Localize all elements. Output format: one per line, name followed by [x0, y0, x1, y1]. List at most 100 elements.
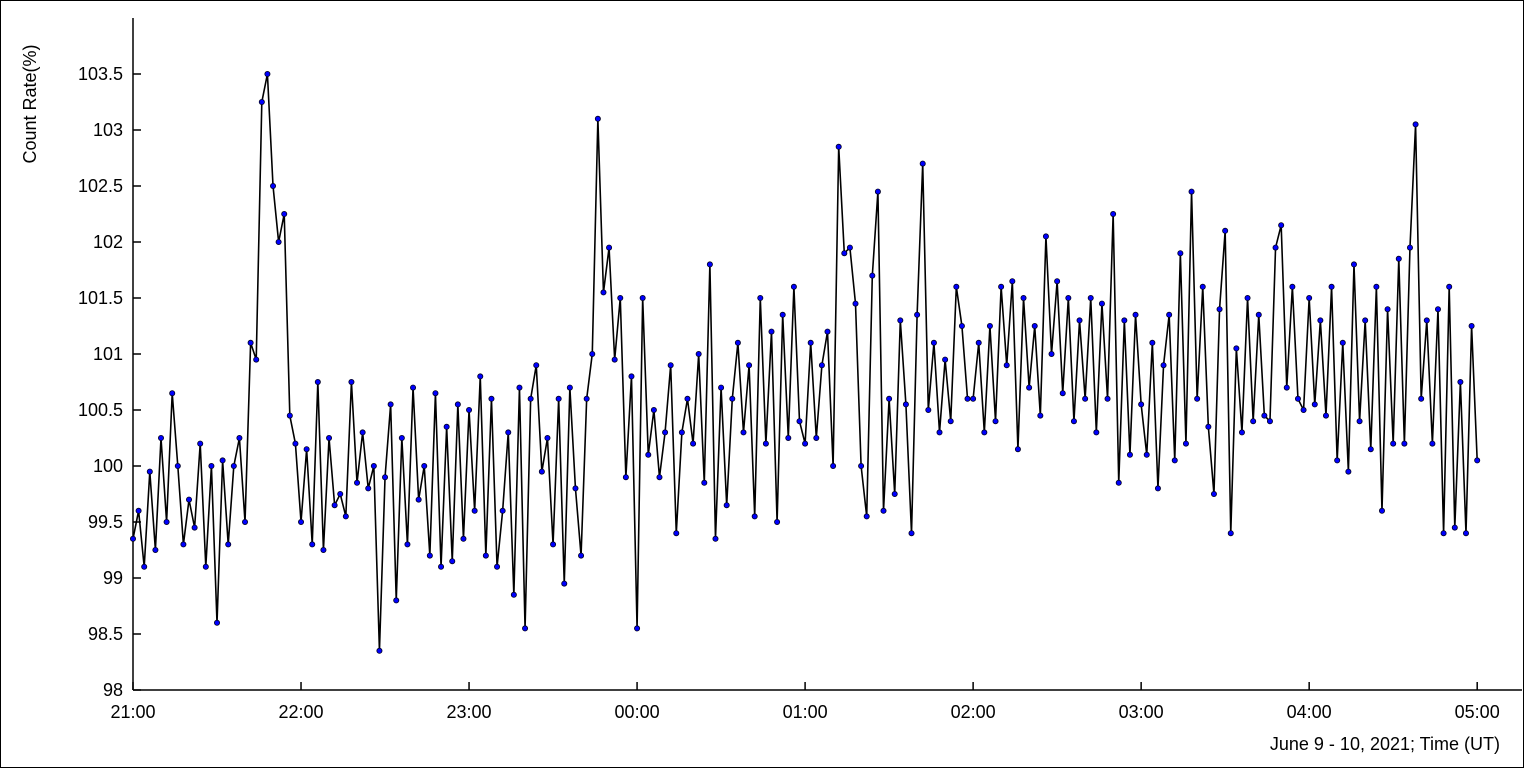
data-point [359, 429, 366, 436]
data-point [258, 99, 265, 106]
y-tick-label: 102.5 [78, 176, 123, 196]
data-point [348, 378, 355, 385]
data-point [639, 294, 646, 301]
data-point [1278, 222, 1285, 229]
data-point [807, 339, 814, 346]
data-point [1182, 440, 1189, 447]
data-point [1446, 283, 1453, 290]
data-point [690, 440, 697, 447]
data-point [404, 541, 411, 548]
data-point [158, 434, 165, 441]
data-point [684, 395, 691, 402]
data-point [953, 283, 960, 290]
data-point [852, 300, 859, 307]
data-point [740, 429, 747, 436]
data-point [656, 474, 663, 481]
data-point [561, 580, 568, 587]
data-point [510, 591, 517, 598]
y-tick-label: 99 [103, 568, 123, 588]
data-point [376, 647, 383, 654]
data-point [197, 440, 204, 447]
x-tick-label: 02:00 [951, 702, 996, 722]
data-point [768, 328, 775, 335]
data-point [634, 625, 641, 632]
data-point [1009, 278, 1016, 285]
data-point [1328, 283, 1335, 290]
data-point [174, 462, 181, 469]
data-point [1059, 390, 1066, 397]
data-point [1171, 457, 1178, 464]
data-point [1194, 395, 1201, 402]
data-point [1300, 406, 1307, 413]
y-tick-label: 100.5 [78, 400, 123, 420]
data-point [970, 395, 977, 402]
y-tick-label: 102 [93, 232, 123, 252]
data-point [275, 238, 282, 245]
data-point [650, 406, 657, 413]
data-point [1339, 339, 1346, 346]
data-point [191, 524, 198, 531]
data-point [1238, 429, 1245, 436]
data-point [477, 373, 484, 380]
data-point [1294, 395, 1301, 402]
data-point [499, 507, 506, 514]
data-point [1104, 395, 1111, 402]
data-point [242, 519, 249, 526]
data-point [1115, 479, 1122, 486]
data-point [785, 434, 792, 441]
data-point [1457, 378, 1464, 385]
data-point [981, 429, 988, 436]
data-point [1149, 339, 1156, 346]
data-point [135, 507, 142, 514]
data-point [180, 541, 187, 548]
data-point [533, 362, 540, 369]
data-point [835, 143, 842, 150]
data-point [253, 356, 260, 363]
x-tick-label: 04:00 [1287, 702, 1332, 722]
data-point [583, 395, 590, 402]
data-point [902, 401, 909, 408]
data-point [555, 395, 562, 402]
data-point [678, 429, 685, 436]
data-point [589, 350, 596, 357]
data-point [163, 519, 170, 526]
data-point [846, 244, 853, 251]
data-point [331, 502, 338, 509]
data-point [488, 395, 495, 402]
data-point [1020, 294, 1027, 301]
data-point [1412, 121, 1419, 128]
data-point [1384, 306, 1391, 313]
data-point [247, 339, 254, 346]
data-point [415, 496, 422, 503]
data-point [723, 502, 730, 509]
data-point [718, 384, 725, 391]
data-point [1177, 250, 1184, 257]
data-point [1014, 446, 1021, 453]
data-point [370, 462, 377, 469]
data-point [505, 429, 512, 436]
data-point [1222, 227, 1229, 234]
x-tick-label: 22:00 [279, 702, 324, 722]
data-point [1121, 317, 1128, 324]
data-point [1429, 440, 1436, 447]
data-point [225, 541, 232, 548]
data-point [746, 362, 753, 369]
data-point [1373, 283, 1380, 290]
data-point [230, 462, 237, 469]
data-point [757, 294, 764, 301]
data-point [790, 283, 797, 290]
y-tick-label: 98.5 [88, 624, 123, 644]
data-point [1468, 322, 1475, 329]
data-point [432, 390, 439, 397]
data-point [566, 384, 573, 391]
data-point [141, 563, 148, 570]
y-tick-label: 100 [93, 456, 123, 476]
data-point [320, 547, 327, 554]
data-point [606, 244, 613, 251]
data-point [471, 507, 478, 514]
data-point [1037, 412, 1044, 419]
data-point [454, 401, 461, 408]
data-point [1367, 446, 1374, 453]
data-point [1378, 507, 1385, 514]
